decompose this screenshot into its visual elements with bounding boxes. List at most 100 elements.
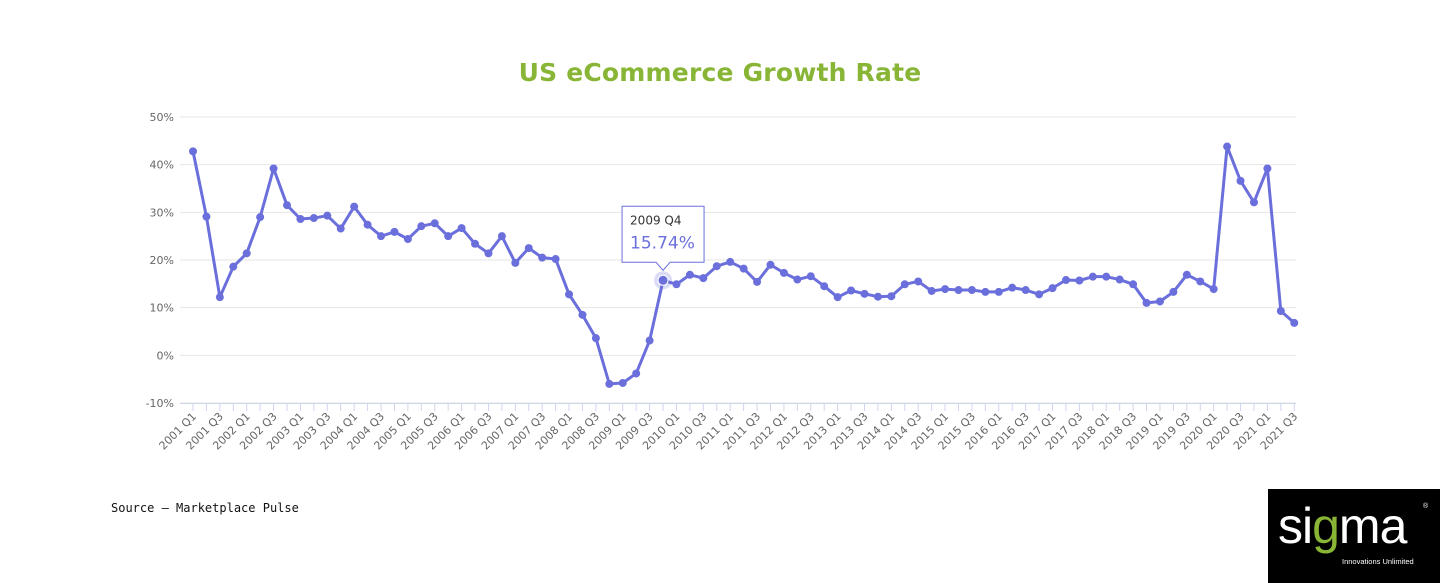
sigma-logo: sigma Innovations Unlimited ® [1268, 489, 1440, 583]
gridlines [180, 116, 1296, 404]
y-tick-label: 30% [150, 206, 174, 219]
data-point [967, 286, 976, 295]
data-point [632, 369, 641, 378]
data-point [202, 212, 211, 221]
data-point [739, 264, 748, 273]
data-point [417, 222, 426, 231]
data-point [618, 378, 627, 387]
data-point [847, 286, 856, 295]
data-point [699, 274, 708, 283]
data-point [766, 260, 775, 269]
data-point [309, 214, 318, 223]
data-point [645, 336, 654, 345]
data-point [981, 287, 990, 296]
data-point [1249, 198, 1258, 207]
tooltip-category: 2009 Q4 [630, 213, 681, 227]
data-point [1035, 290, 1044, 299]
data-point [229, 262, 238, 271]
data-point [1075, 276, 1084, 285]
tooltip-value: 15.74% [630, 233, 695, 253]
data-point [793, 275, 802, 284]
y-tick-label: 20% [150, 254, 174, 267]
data-point [444, 232, 453, 241]
data-point [430, 219, 439, 228]
data-point [1290, 318, 1299, 327]
data-point [900, 280, 909, 289]
data-points [189, 142, 1299, 388]
logo-tagline: Innovations Unlimited [1342, 557, 1414, 566]
data-point [336, 224, 345, 233]
data-point [471, 239, 480, 248]
data-point [672, 280, 681, 289]
logo-registered-mark: ® [1423, 503, 1429, 510]
data-point [565, 290, 574, 299]
data-point [1115, 275, 1124, 284]
data-point [484, 249, 493, 258]
data-point [994, 287, 1003, 296]
data-point [403, 235, 412, 244]
tooltip-box [621, 205, 705, 272]
data-point [390, 227, 399, 236]
data-point [1236, 176, 1245, 185]
y-tick-label: -10% [146, 397, 174, 410]
data-point [363, 220, 372, 229]
data-point [242, 249, 251, 258]
data-point [887, 292, 896, 301]
data-point [1223, 142, 1232, 151]
logo-wordmark: sigma [1278, 498, 1407, 554]
data-point [189, 147, 197, 156]
data-point [215, 293, 224, 302]
data-point [538, 253, 547, 262]
data-point [833, 293, 842, 302]
data-point [712, 262, 721, 271]
data-point [1129, 280, 1138, 289]
data-point [753, 277, 762, 286]
data-point [1142, 298, 1151, 307]
y-tick-label: 50% [150, 111, 174, 124]
data-point [605, 379, 614, 388]
data-point [1088, 272, 1097, 281]
data-point [1061, 276, 1070, 285]
data-point [1182, 270, 1191, 279]
data-point [685, 270, 694, 279]
data-point [591, 334, 600, 343]
data-point [806, 272, 815, 281]
y-axis-labels: 50% 40% 30% 20% 10% 0% -10% [146, 111, 174, 410]
data-point [657, 274, 669, 286]
data-point [820, 282, 829, 291]
data-point [941, 285, 950, 294]
data-point [578, 310, 587, 319]
data-point [726, 257, 735, 266]
data-point [1155, 297, 1164, 306]
data-point [873, 292, 882, 301]
data-point [1102, 272, 1111, 281]
source-note: Source – Marketplace Pulse [111, 501, 299, 515]
data-point [927, 286, 936, 295]
data-point [350, 202, 359, 211]
data-point [296, 215, 305, 224]
data-point [457, 224, 466, 233]
data-point [1048, 284, 1057, 293]
y-tick-label: 10% [150, 302, 174, 315]
data-point [551, 255, 560, 264]
data-point [954, 286, 963, 295]
data-point [524, 244, 533, 253]
data-point [779, 268, 788, 277]
data-point [497, 232, 506, 241]
data-point [1021, 286, 1030, 295]
data-point [1276, 307, 1285, 316]
data-point [860, 289, 869, 298]
y-tick-label: 40% [150, 159, 174, 172]
data-point [1209, 285, 1218, 294]
data-point [377, 232, 386, 241]
data-point [256, 213, 265, 222]
tooltip: 2009 Q4 15.74% [621, 205, 705, 272]
chart-title: US eCommerce Growth Rate [518, 58, 922, 87]
y-tick-label: 0% [157, 349, 174, 362]
data-point [511, 258, 520, 267]
data-point [269, 164, 278, 173]
data-point [1169, 287, 1178, 296]
data-point [323, 211, 332, 220]
